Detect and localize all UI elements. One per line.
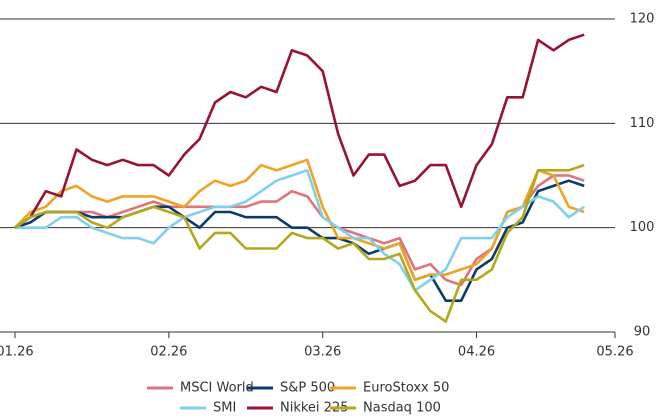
legend-label: EuroStoxx 50 [363, 381, 449, 396]
x-tick-label: 03.26 [304, 345, 341, 360]
x-tick-label: 05.26 [596, 345, 633, 360]
x-tick-label: 01.26 [0, 345, 34, 360]
series-line [14, 33, 585, 229]
y-tick-label: 100 [630, 220, 655, 235]
series-line [15, 169, 585, 292]
series-line [14, 179, 585, 302]
legend-label: MSCI World [180, 381, 254, 396]
y-tick-label: 90 [634, 325, 651, 340]
x-tick-label: 02.26 [150, 345, 187, 360]
y-tick-label: 120 [630, 12, 655, 27]
legend-label: Nasdaq 100 [363, 401, 441, 416]
legend-label: S&P 500 [280, 381, 335, 396]
series-line [14, 163, 585, 323]
x-tick-label: 04.26 [458, 345, 495, 360]
series-line [14, 158, 585, 282]
legend-label: Nikkei 225 [280, 401, 349, 416]
legend-label: SMI [213, 401, 236, 416]
y-tick-label: 110 [630, 116, 655, 131]
